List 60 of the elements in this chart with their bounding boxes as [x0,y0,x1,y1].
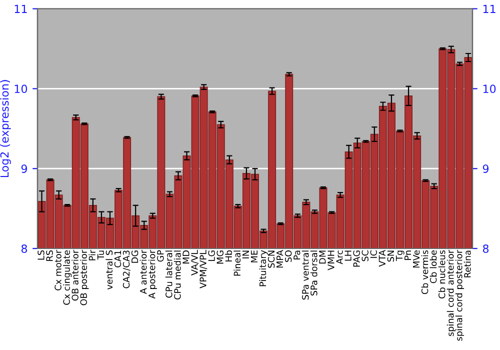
x-tick-label: Pa [294,250,300,260]
x-tick-label: IC [370,250,377,258]
x-tick-label: LS [38,250,44,260]
x-tick-label: CPu medial [174,250,181,300]
x-tick-label: PAG [353,250,360,267]
x-tick-label: Cx cingulate [63,250,72,305]
x-tick-label: Pineal [234,250,241,276]
x-tick-label: IN [242,250,249,258]
y2-tick-label: 9 [482,164,489,173]
x-tick-label: Tg [396,250,404,261]
x-tick-label: ventral S [106,250,113,290]
x-tick-label: Arc [336,250,343,264]
x-tick-label: MPA [276,250,284,268]
x-tick-label: RS [46,250,53,261]
x-tick-label: A anterior [140,250,147,294]
y-tick-label: 10 [14,84,28,94]
x-tick-label: spinal cord posterior [455,250,464,341]
y2-tick-label: 10 [483,84,496,94]
x-tick-label: MVe [413,250,420,268]
y-axis-title: Log2 (expression) [0,80,11,178]
x-tick-label: SO [284,250,292,262]
x-tick-label: LG [208,250,215,261]
x-tick-label: Cx motor [54,250,62,290]
x-tick-label: Pn [404,250,411,260]
x-tick-label: SN [387,250,394,262]
x-tick-label: OB anterior [72,250,78,301]
x-tick-label: CPu lateral [165,250,172,298]
x-tick-label: MG [216,250,224,264]
x-tick-label: Cb nucleus [438,250,446,298]
x-tick-label: Retina [464,250,471,278]
x-tick-label: SPa dorsal [310,250,318,296]
x-tick-label: Pir [88,250,96,260]
x-tick-label: DM [319,250,326,264]
x-tick-label: spinal cord anterior [446,250,456,336]
x-tick-label: Tu [97,250,104,260]
y-tick-label: 9 [21,164,27,173]
x-tick-label: CA1 [114,250,122,268]
x-tick-label: VTA [378,250,386,267]
x-tick-label: SPa ventral [302,250,309,300]
x-tick-label: CA2/CA3 [122,250,130,288]
y-tick-label: 8 [21,244,28,253]
x-tick-label: ME [250,250,258,262]
y2-tick-label: 8 [482,244,489,253]
x-tick-label: Pituitary [259,250,268,286]
x-tick-label: OB posterior [80,250,89,306]
x-tick-label: VPM/VPL [200,250,208,288]
x-tick-label: Hb [225,250,232,262]
x-tick-label: VMH [328,250,334,270]
y2-tick-label: 11 [483,4,496,13]
x-tick-label: DG [131,250,138,263]
x-tick-label: GP [157,250,164,262]
x-tick-label: SCN [268,250,275,268]
y-tick-label: 11 [14,4,27,13]
x-tick-label: LH [344,250,352,261]
x-tick-label: Cb vermis [421,250,428,294]
x-tick-label: Cb lobe [430,250,437,284]
x-tick-label: A posterior [148,250,157,299]
x-tick-label: MD [182,250,190,264]
x-tick-label: VA/VL [191,250,199,276]
x-tick-label: SC [362,250,368,262]
